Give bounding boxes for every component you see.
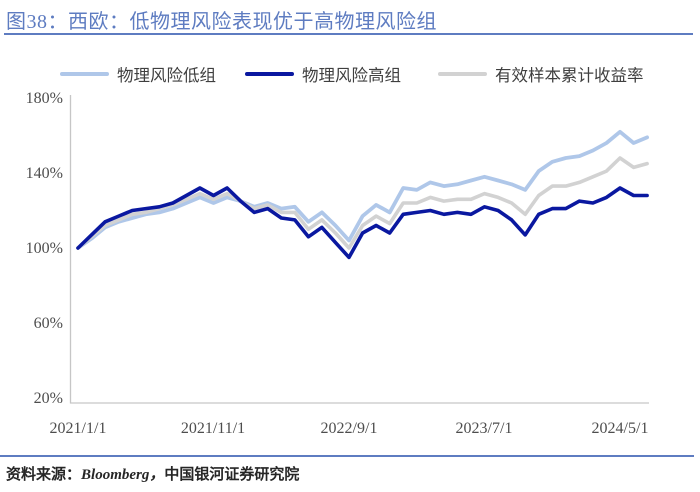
figure-title: 图38：西欧：低物理风险表现优于高物理风险组	[6, 11, 437, 33]
series-line-0	[76, 129, 649, 250]
x-tick-2021-1: 2021/1/1	[49, 420, 107, 437]
legend-label-high-risk: 物理风险高组	[302, 66, 401, 85]
legend-item-high-risk: 物理风险高组	[245, 64, 401, 85]
source-publisher: 中国银河证券研究院	[164, 467, 300, 483]
x-tick-2023-7: 2023/7/1	[455, 420, 513, 437]
legend-item-low-risk: 物理风险低组	[60, 64, 216, 85]
x-tick-2024-5: 2024/5/1	[591, 420, 649, 437]
series-line-1	[76, 186, 649, 260]
source-prefix: 资料来源：	[6, 467, 82, 483]
x-tick-2022-9: 2022/9/1	[320, 420, 378, 437]
x-tick-2021-11: 2021/11/1	[180, 420, 246, 437]
source-note: 资料来源：Bloomberg，中国银河证券研究院	[6, 463, 299, 484]
legend-label-sample-return: 有效样本累计收益率	[495, 66, 644, 85]
title-divider	[4, 33, 693, 35]
source-divider	[0, 455, 694, 457]
y-tick-180: 180%	[25, 90, 63, 107]
y-tick-60: 60%	[33, 315, 63, 332]
legend-label-low-risk: 物理风险低组	[117, 66, 216, 85]
y-tick-100: 100%	[25, 240, 63, 257]
legend-swatch-low-risk	[60, 72, 109, 76]
source-agency: Bloomberg，	[81, 467, 165, 483]
legend-item-sample-return: 有效样本累计收益率	[438, 64, 644, 85]
legend-swatch-sample-return	[438, 72, 487, 76]
legend-swatch-high-risk	[245, 72, 294, 76]
series-line-2	[76, 156, 649, 250]
y-tick-20: 20%	[33, 390, 63, 407]
y-tick-140: 140%	[25, 165, 63, 182]
